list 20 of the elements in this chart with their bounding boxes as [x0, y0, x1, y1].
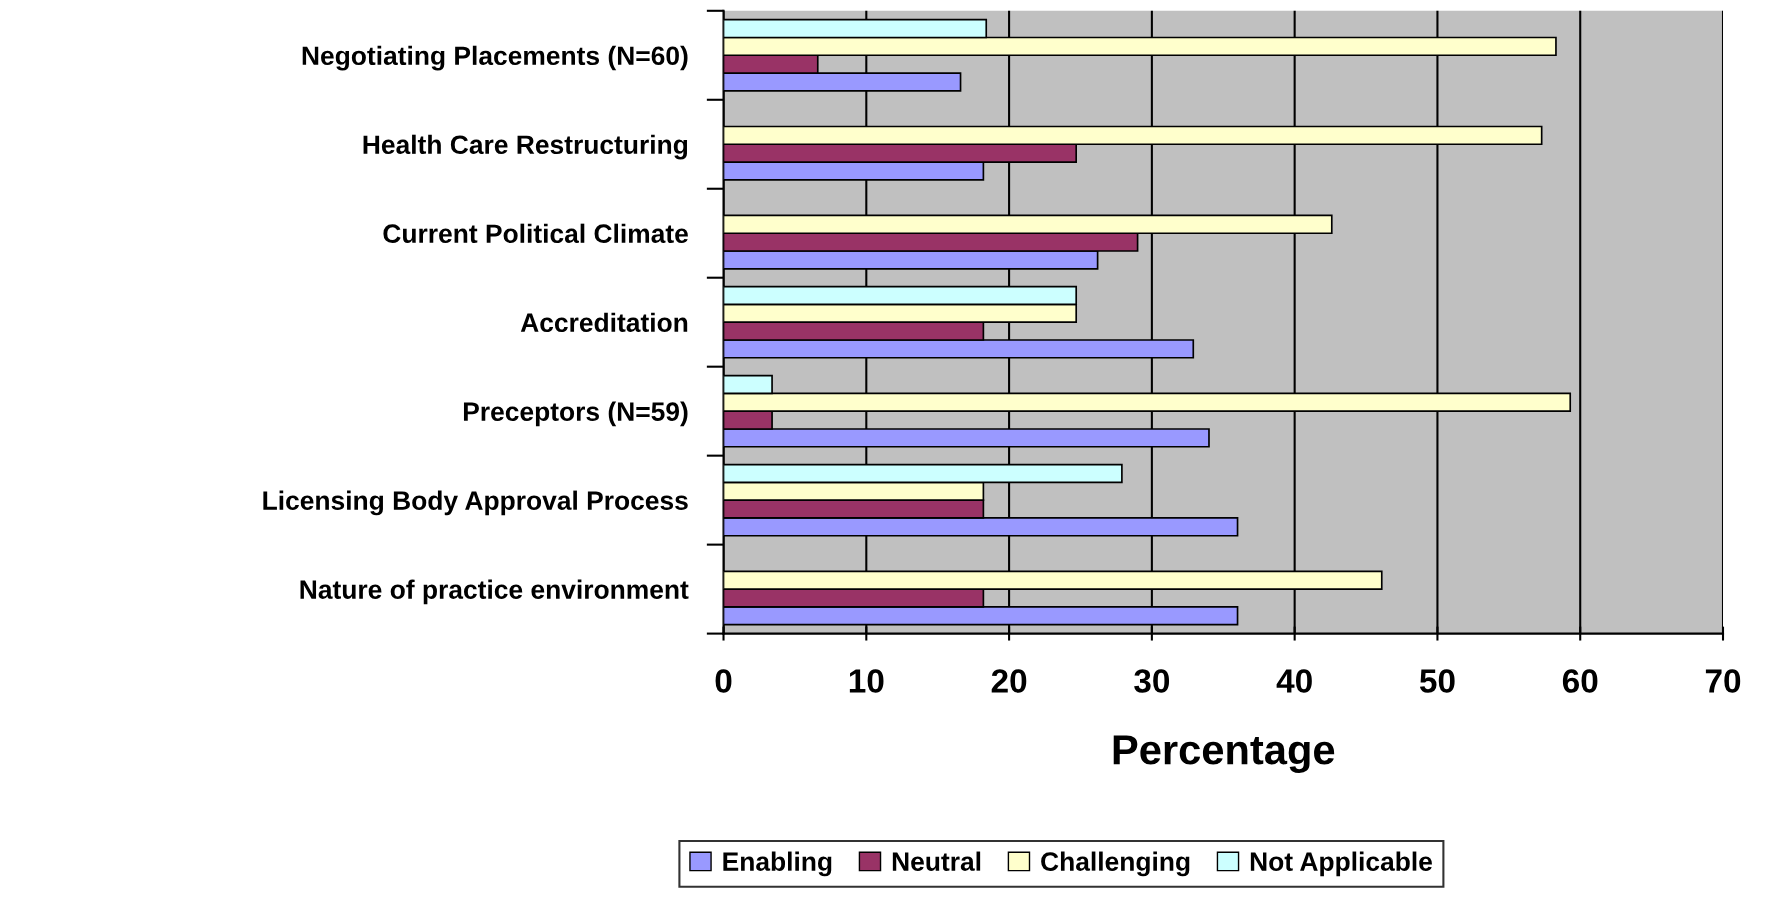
- x-tick-label: 20: [991, 669, 1027, 693]
- x-tick-label: 70: [1705, 669, 1741, 693]
- y-tick-label: Current Political Climate: [383, 223, 688, 244]
- y-tick-label: Licensing Body Approval Process: [263, 490, 688, 516]
- x-tick-label: 50: [1419, 669, 1455, 693]
- x-tick-label: 0: [715, 669, 732, 693]
- y-tick-label: Preceptors (N=59): [463, 401, 688, 427]
- y-tick-label: Nature of practice environment: [300, 579, 689, 605]
- x-tick-label: 30: [1134, 669, 1170, 693]
- y-tick-label: Negotiating Placements (N=60): [302, 45, 688, 71]
- legend-label: Neutral: [892, 851, 981, 871]
- y-tick-label: Health Care Restructuring: [363, 134, 688, 160]
- x-axis-title: Percentage: [1113, 735, 1335, 773]
- legend-label: Enabling: [723, 851, 832, 877]
- x-tick-label: 60: [1562, 669, 1598, 693]
- y-tick-label: Accreditation: [520, 312, 688, 333]
- legend-label: Challenging: [1041, 851, 1190, 877]
- x-tick-label: 10: [849, 669, 884, 693]
- x-tick-label: 40: [1276, 669, 1312, 693]
- legend-label: Not Applicable: [1250, 851, 1432, 877]
